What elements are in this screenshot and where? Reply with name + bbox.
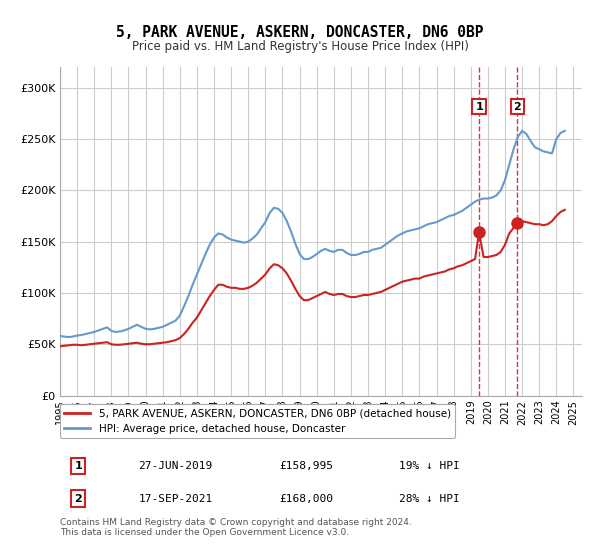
Text: 1: 1 — [475, 101, 483, 111]
Text: 17-SEP-2021: 17-SEP-2021 — [139, 493, 212, 503]
Legend: 5, PARK AVENUE, ASKERN, DONCASTER, DN6 0BP (detached house), HPI: Average price,: 5, PARK AVENUE, ASKERN, DONCASTER, DN6 0… — [60, 404, 455, 438]
Text: 27-JUN-2019: 27-JUN-2019 — [139, 461, 212, 471]
Text: Contains HM Land Registry data © Crown copyright and database right 2024.
This d: Contains HM Land Registry data © Crown c… — [60, 517, 412, 537]
Text: 19% ↓ HPI: 19% ↓ HPI — [400, 461, 460, 471]
Text: 2: 2 — [74, 493, 82, 503]
Text: 5, PARK AVENUE, ASKERN, DONCASTER, DN6 0BP: 5, PARK AVENUE, ASKERN, DONCASTER, DN6 0… — [116, 25, 484, 40]
Text: 1: 1 — [74, 461, 82, 471]
Text: £168,000: £168,000 — [279, 493, 333, 503]
Text: £158,995: £158,995 — [279, 461, 333, 471]
Text: 2: 2 — [514, 101, 521, 111]
Text: 28% ↓ HPI: 28% ↓ HPI — [400, 493, 460, 503]
Text: Price paid vs. HM Land Registry's House Price Index (HPI): Price paid vs. HM Land Registry's House … — [131, 40, 469, 53]
